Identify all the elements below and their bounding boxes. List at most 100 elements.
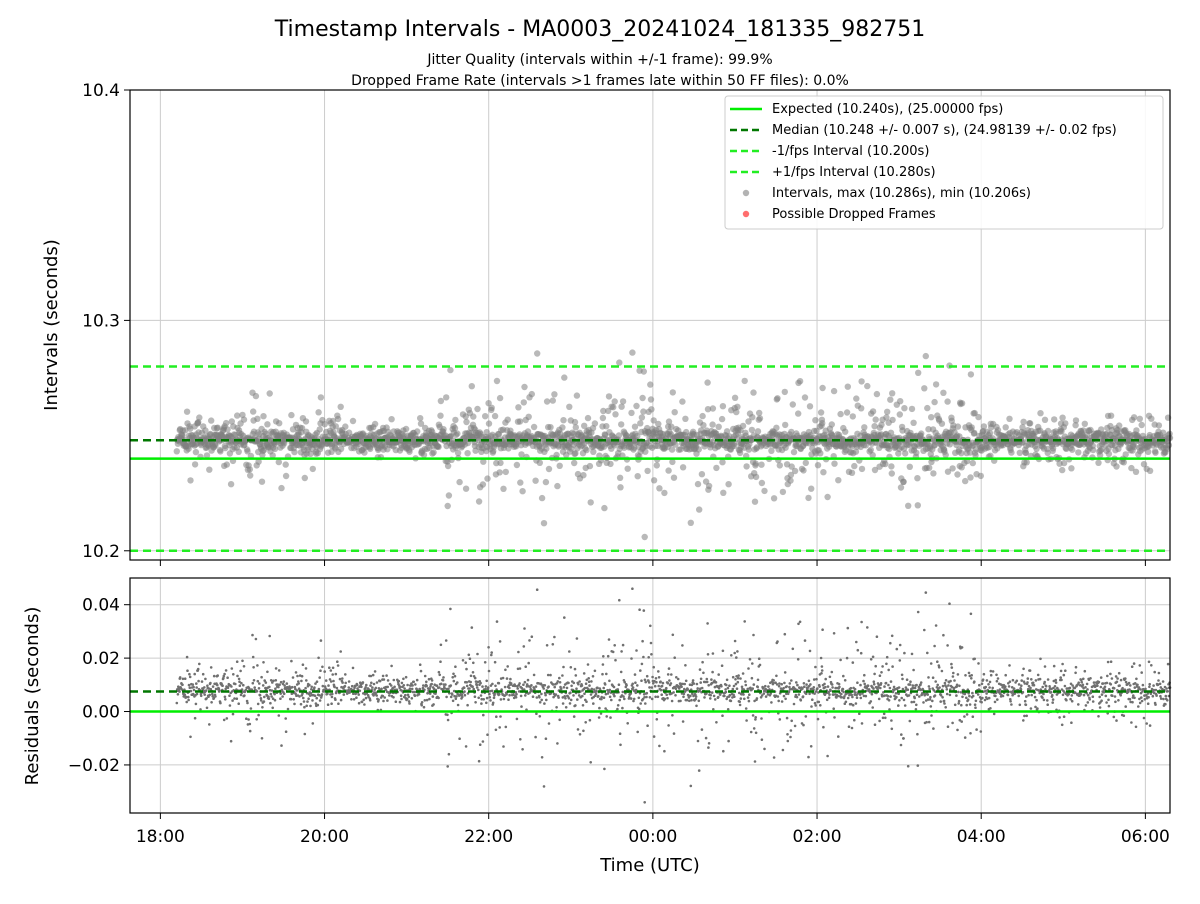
residual-point	[871, 706, 874, 709]
residual-point	[733, 652, 736, 655]
interval-point	[853, 395, 859, 401]
interval-point	[870, 452, 876, 458]
residual-point	[412, 681, 415, 684]
residual-point	[630, 657, 633, 660]
residual-point	[392, 696, 395, 699]
residual-point	[778, 682, 781, 685]
residual-point	[376, 681, 379, 684]
residual-point	[377, 698, 380, 701]
interval-point	[500, 486, 506, 492]
residual-point	[711, 671, 714, 674]
residual-point	[751, 677, 754, 680]
interval-point	[967, 474, 973, 480]
interval-point	[543, 479, 549, 485]
residual-point	[1030, 694, 1033, 697]
residual-point	[332, 680, 335, 683]
residual-point	[970, 677, 973, 680]
residual-point	[202, 673, 205, 676]
residual-point	[860, 697, 863, 700]
residual-point	[490, 654, 493, 657]
residual-point	[461, 696, 464, 699]
residual-point	[403, 687, 406, 690]
interval-point	[580, 472, 586, 478]
residual-point	[484, 688, 487, 691]
residual-point	[753, 727, 756, 730]
interval-point	[264, 421, 270, 427]
residual-point	[1033, 684, 1036, 687]
residual-point	[291, 686, 294, 689]
residual-point	[964, 674, 967, 677]
residual-point	[686, 699, 689, 702]
residual-point	[531, 635, 534, 638]
residual-point	[623, 681, 626, 684]
interval-point	[944, 398, 950, 404]
residual-point	[721, 714, 724, 717]
residual-point	[490, 651, 493, 654]
interval-point	[901, 405, 907, 411]
residual-point	[649, 696, 652, 699]
residual-point	[996, 698, 999, 701]
residual-point	[974, 703, 977, 706]
residual-point	[242, 684, 245, 687]
residual-point	[821, 669, 824, 672]
intervals-y-tick-label: 10.3	[82, 311, 120, 331]
residual-point	[587, 677, 590, 680]
residual-point	[988, 686, 991, 689]
residual-point	[1044, 688, 1047, 691]
residual-point	[735, 656, 738, 659]
interval-point	[800, 467, 806, 473]
residual-point	[786, 717, 789, 720]
residual-point	[227, 687, 230, 690]
residual-point	[281, 695, 284, 698]
residual-point	[344, 682, 347, 685]
residual-point	[249, 723, 252, 726]
residual-point	[950, 663, 953, 666]
residual-point	[1025, 704, 1028, 707]
residual-point	[802, 695, 805, 698]
residual-point	[372, 674, 375, 677]
residual-point	[566, 687, 569, 690]
interval-point	[403, 426, 409, 432]
residual-point	[411, 688, 414, 691]
residual-point	[952, 675, 955, 678]
residual-point	[505, 726, 508, 729]
residual-point	[844, 679, 847, 682]
interval-point	[616, 359, 622, 365]
residual-point	[972, 715, 975, 718]
residual-point	[567, 682, 570, 685]
residual-point	[1061, 663, 1064, 666]
residual-point	[715, 721, 718, 724]
residual-point	[777, 695, 780, 698]
residual-point	[915, 704, 918, 707]
residual-point	[518, 682, 521, 685]
residual-point	[195, 682, 198, 685]
residual-point	[855, 641, 858, 644]
residual-point	[563, 686, 566, 689]
residual-point	[371, 686, 374, 689]
residual-point	[200, 695, 203, 698]
residual-point	[983, 673, 986, 676]
residual-point	[1002, 695, 1005, 698]
residual-point	[340, 699, 343, 702]
residual-point	[655, 681, 658, 684]
residual-point	[633, 698, 636, 701]
residual-point	[243, 665, 246, 668]
residual-point	[186, 656, 189, 659]
residual-point	[717, 673, 720, 676]
interval-point	[755, 428, 761, 434]
residual-point	[383, 696, 386, 699]
residual-point	[498, 726, 501, 729]
interval-point	[647, 381, 653, 387]
residual-point	[327, 684, 330, 687]
residual-point	[1037, 674, 1040, 677]
interval-point	[851, 463, 857, 469]
residual-point	[230, 685, 233, 688]
residual-point	[312, 722, 315, 725]
residual-point	[519, 738, 522, 741]
residual-point	[870, 658, 873, 661]
residual-point	[517, 651, 520, 654]
residual-point	[718, 687, 721, 690]
residual-point	[300, 703, 303, 706]
interval-point	[713, 465, 719, 471]
residual-point	[401, 682, 404, 685]
